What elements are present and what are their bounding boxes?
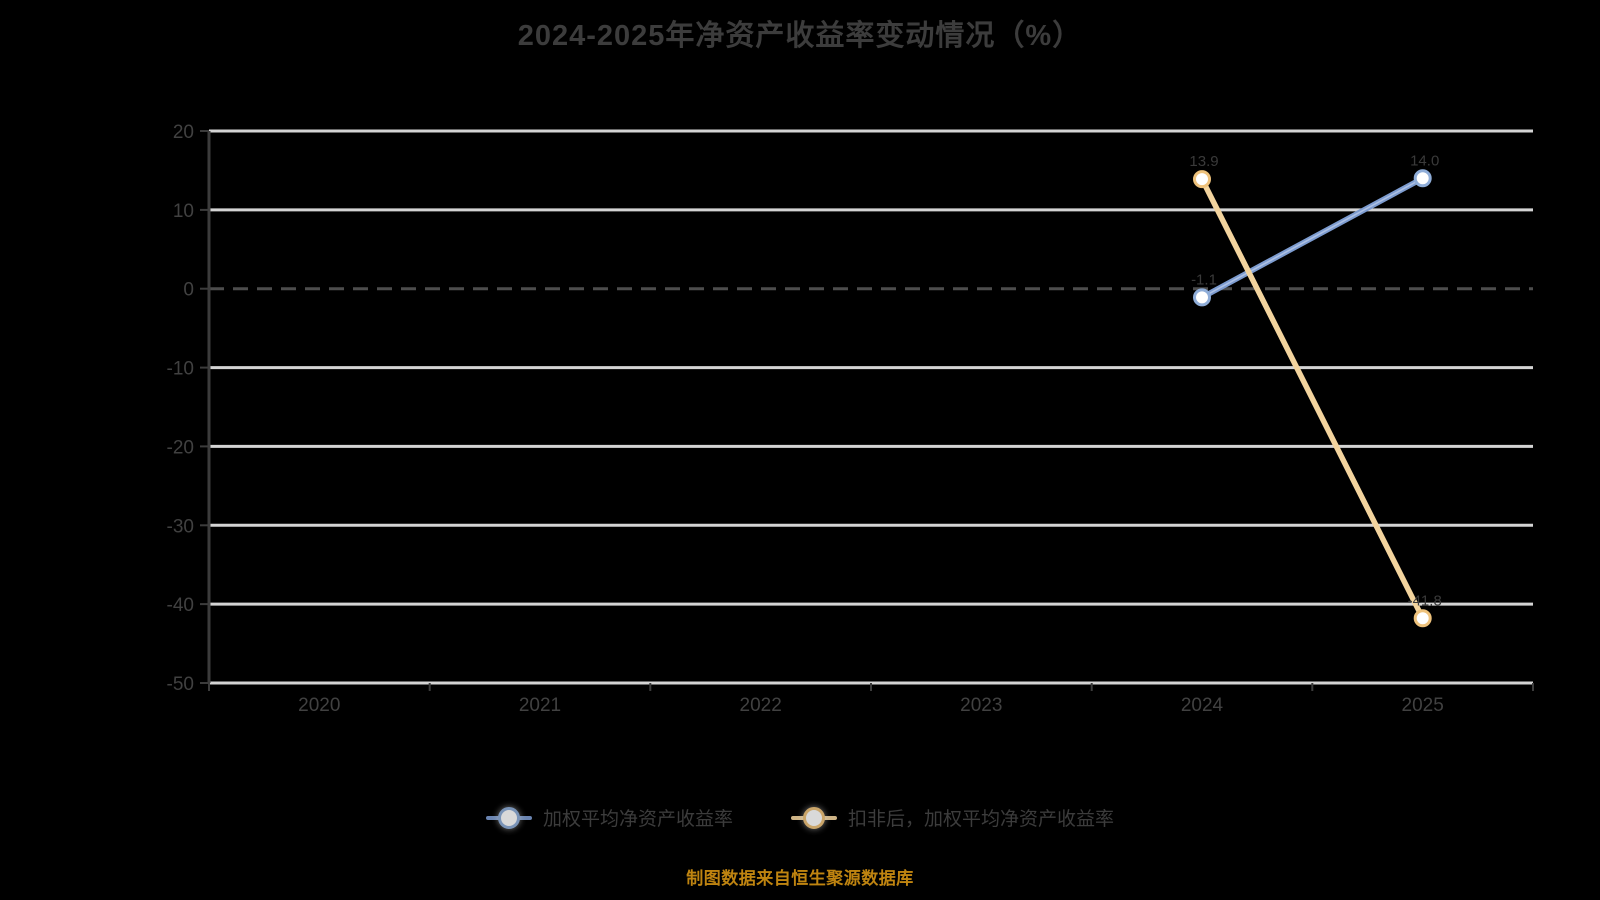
series-line-highlight: [1201, 177, 1424, 299]
legend-line-marker-blue: [485, 806, 532, 829]
data-point-marker[interactable]: [1193, 170, 1211, 189]
legend-circle-marker-yellow: [803, 806, 825, 829]
y-tick-label: 20: [173, 122, 194, 143]
legend-item-weighted-roe[interactable]: 加权平均净资产收益率: [485, 804, 733, 831]
y-tick-label: -20: [167, 437, 194, 458]
y-tick-label: -40: [167, 595, 194, 616]
data-source-note: 制图数据来自恒生聚源数据库: [686, 869, 914, 888]
x-tick-label: 2021: [519, 695, 561, 716]
y-tick-label: -10: [167, 359, 194, 380]
x-tick-label: 2022: [740, 695, 782, 716]
x-tick-label: 2023: [960, 695, 1002, 716]
legend-item-deducted-roe[interactable]: 扣非后，加权平均净资产收益率: [791, 804, 1114, 831]
data-point-marker[interactable]: [1413, 169, 1432, 188]
data-point-label: -41.8: [1408, 592, 1442, 609]
legend-line-marker-yellow: [791, 806, 837, 829]
data-point-label: -1.1: [1191, 271, 1217, 288]
data-point-label: 13.9: [1189, 153, 1218, 170]
legend-label-weighted-roe: 加权平均净资产收益率: [542, 809, 733, 830]
legend-label-deducted-roe: 扣非后，加权平均净资产收益率: [848, 809, 1115, 830]
series-line-1[interactable]: [1199, 176, 1426, 622]
y-tick-label: -30: [167, 516, 194, 537]
y-tick-label: 10: [173, 201, 194, 222]
series-line-0[interactable]: [1199, 175, 1426, 301]
y-tick-label: -50: [167, 674, 194, 695]
y-tick-label: 0: [183, 280, 194, 301]
legend-circle-marker-blue: [497, 806, 520, 829]
chart-title: 2024-2025年净资产收益率变动情况（%）: [517, 20, 1083, 52]
chart-legend: 加权平均净资产收益率 扣非后，加权平均净资产收益率: [0, 804, 1600, 831]
data-point-marker[interactable]: [1193, 288, 1211, 307]
x-tick-label: 2025: [1402, 695, 1444, 716]
data-point-marker[interactable]: [1413, 609, 1432, 628]
x-tick-label: 2020: [298, 695, 340, 716]
data-point-label: 14.0: [1410, 152, 1439, 169]
x-tick-label: 2024: [1181, 695, 1224, 716]
